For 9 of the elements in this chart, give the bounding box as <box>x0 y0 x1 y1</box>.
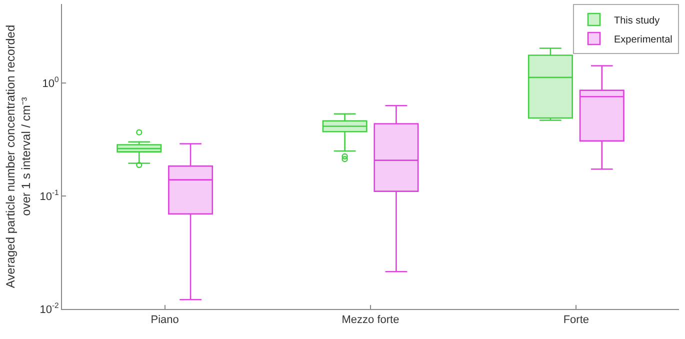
y-tick-label: 10$^{-2}$ <box>40 301 59 316</box>
y-tick-label: 10$^{-1}$ <box>40 188 59 203</box>
x-tick-label: Piano <box>150 314 179 326</box>
x-tick-label: Forte <box>563 314 590 326</box>
x-tick-label: Mezzo forte <box>342 314 400 326</box>
y-axis-title: Averaged particle number concentration recorded over 1 s interval / cm⁻³ <box>3 24 34 288</box>
legend-label: Experimental <box>614 34 672 46</box>
legend-label: This study <box>614 15 660 26</box>
y-tick-label: 10$^{0}$ <box>42 75 59 90</box>
